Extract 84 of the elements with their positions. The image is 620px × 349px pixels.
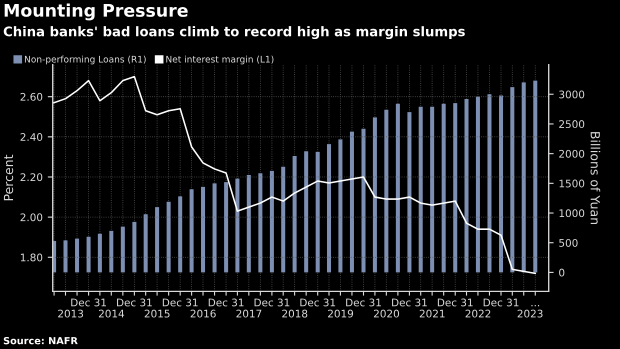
- bar: [132, 222, 136, 272]
- x2-tick-label: 2023: [518, 310, 543, 318]
- bar: [384, 110, 388, 272]
- y2-tick-label: 3000: [559, 90, 584, 98]
- x2-tick-label: 2013: [58, 310, 84, 318]
- legend-label: Net interest margin (L1): [166, 56, 274, 64]
- x-tick-label: Dec 31: [392, 298, 427, 306]
- bar: [190, 189, 194, 272]
- bar: [361, 128, 366, 272]
- x2-tick-label: 2018: [282, 310, 308, 318]
- bar: [86, 236, 91, 272]
- bar: [350, 132, 354, 272]
- bar: [281, 166, 286, 272]
- y-tick-label: 2.40: [20, 133, 42, 141]
- source-note: Source: NAFR: [4, 336, 78, 344]
- bar: [98, 234, 102, 272]
- bar: [144, 214, 148, 272]
- bar: [522, 82, 526, 272]
- y2-tick-label: 2500: [559, 120, 584, 128]
- bar: [372, 117, 377, 272]
- y2-tick-label: 500: [559, 238, 578, 247]
- bar: [499, 95, 504, 272]
- x-tick-label: Dec 31: [254, 298, 290, 306]
- bar: [430, 106, 434, 272]
- x-tick-label: Dec 31: [300, 298, 336, 306]
- bar: [476, 96, 480, 272]
- x2-tick-label: 2017: [236, 310, 262, 318]
- x-tick-label: Dec 31: [438, 298, 473, 306]
- bar: [418, 106, 423, 272]
- x-tick-label: Dec 31: [346, 298, 381, 306]
- bar: [464, 99, 469, 272]
- bar: [201, 186, 206, 272]
- y2-tick-label: 1000: [560, 209, 584, 218]
- bar: [407, 112, 412, 272]
- bar: [316, 152, 320, 272]
- bar: [235, 178, 240, 272]
- bar: [396, 104, 400, 272]
- x-tick-label: Dec 31: [162, 298, 198, 306]
- y-tick-label: 2.60: [20, 92, 42, 101]
- bar: [178, 196, 182, 272]
- x-tick-label: ...: [531, 304, 540, 306]
- bar: [258, 173, 262, 272]
- x2-tick-label: 2015: [144, 310, 170, 318]
- bar: [292, 156, 297, 272]
- x2-tick-label: 2020: [374, 310, 400, 318]
- y2-tick-label: 1500: [560, 180, 584, 188]
- x-tick-label: Dec 31: [71, 298, 106, 306]
- bar: [120, 226, 125, 272]
- x2-tick-label: 2014: [98, 310, 124, 318]
- x-tick-label: Dec 31: [484, 298, 518, 306]
- bar: [270, 170, 274, 272]
- bar: [533, 80, 538, 272]
- chart-subtitle: China banks' bad loans climb to record high as margin slumps: [4, 26, 465, 40]
- bar: [246, 175, 251, 272]
- bar: [75, 238, 80, 272]
- bar: [326, 144, 331, 272]
- bar: [109, 230, 114, 272]
- y2-axis-title: Billions of Yuan: [590, 132, 600, 224]
- bar: [304, 151, 308, 272]
- bar: [166, 202, 171, 272]
- line-series: [53, 76, 536, 274]
- bar: [155, 207, 160, 272]
- bar: [212, 183, 217, 272]
- bar: [338, 139, 342, 272]
- y2-tick-label: 2000: [559, 150, 584, 158]
- x2-tick-label: 2022: [466, 310, 490, 318]
- bar: [63, 240, 68, 272]
- bar: [442, 104, 446, 272]
- bar: [487, 94, 492, 272]
- x2-tick-label: 2019: [328, 310, 354, 318]
- y-tick-label: 2.20: [20, 173, 42, 182]
- y2-tick-label: 0: [559, 268, 564, 277]
- x2-tick-label: 2021: [420, 310, 445, 318]
- x2-tick-label: 2016: [190, 310, 216, 318]
- x-tick-label: Dec 31: [208, 298, 244, 306]
- y-axis-title: Percent: [4, 154, 14, 200]
- x-tick-label: Dec 31: [117, 298, 152, 306]
- bar: [224, 182, 228, 272]
- bar: [453, 103, 458, 272]
- chart-title: Mounting Pressure: [4, 3, 188, 20]
- legend-label: Non-performing Loans (R1): [24, 56, 146, 64]
- bar: [510, 87, 514, 272]
- y-tick-label: 1.80: [20, 254, 42, 262]
- y-tick-label: 2.00: [20, 213, 42, 222]
